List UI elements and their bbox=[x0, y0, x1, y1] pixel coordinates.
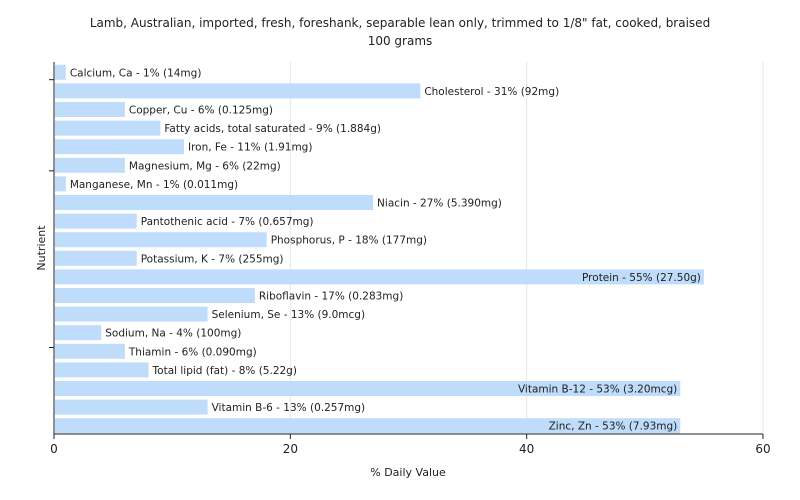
x-tick-label: 40 bbox=[519, 442, 534, 456]
x-tick-label: 0 bbox=[50, 442, 58, 456]
bar-label: Pantothenic acid - 7% (0.657mg) bbox=[141, 216, 314, 228]
gridlines bbox=[289, 62, 764, 434]
bar-label: Magnesium, Mg - 6% (22mg) bbox=[129, 160, 281, 172]
bar-label: Cholesterol - 31% (92mg) bbox=[424, 86, 559, 98]
x-tick-label: 60 bbox=[755, 442, 770, 456]
bar bbox=[55, 213, 137, 229]
bar-label: Vitamin B-6 - 13% (0.257mg) bbox=[212, 402, 366, 414]
bar bbox=[55, 250, 137, 266]
bar bbox=[55, 139, 184, 155]
bar bbox=[55, 288, 255, 303]
bar-label: Fatty acids, total saturated - 9% (1.884… bbox=[164, 123, 381, 135]
bar bbox=[55, 232, 267, 248]
chart-title: Lamb, Australian, imported, fresh, fores… bbox=[90, 16, 710, 30]
bars-group bbox=[55, 64, 704, 434]
bar-label: Sodium, Na - 4% (100mg) bbox=[105, 328, 241, 340]
x-axis-ticks: 0 20 40 60 bbox=[50, 434, 771, 456]
bar-label: Protein - 55% (27.50g) bbox=[582, 272, 701, 284]
bar-label: Selenium, Se - 13% (9.0mcg) bbox=[212, 309, 365, 321]
bar-label: Thiamin - 6% (0.090mg) bbox=[128, 346, 257, 358]
y-axis-ticks bbox=[49, 79, 54, 349]
bar-label: Copper, Cu - 6% (0.125mg) bbox=[129, 105, 273, 117]
bar bbox=[55, 399, 208, 415]
bar-label: Manganese, Mn - 1% (0.011mg) bbox=[70, 179, 238, 191]
y-axis-title: Nutrient bbox=[35, 225, 48, 271]
bar bbox=[55, 64, 66, 80]
bar-label: Zinc, Zn - 53% (7.93mg) bbox=[549, 421, 678, 433]
bar-label: Riboflavin - 17% (0.283mg) bbox=[259, 291, 403, 303]
bar bbox=[55, 343, 125, 359]
bar-label: Total lipid (fat) - 8% (5.22g) bbox=[152, 365, 297, 377]
bar bbox=[55, 176, 66, 192]
bar-label: Iron, Fe - 11% (1.91mg) bbox=[188, 142, 312, 154]
chart-subtitle: 100 grams bbox=[368, 34, 433, 48]
bar bbox=[55, 269, 704, 285]
bar bbox=[55, 120, 161, 136]
bar bbox=[55, 195, 374, 210]
bar-label: Vitamin B-12 - 53% (3.20mcg) bbox=[518, 384, 677, 396]
bar-label: Phosphorus, P - 18% (177mg) bbox=[271, 235, 427, 247]
bar-label: Niacin - 27% (5.390mg) bbox=[377, 198, 502, 210]
bar bbox=[55, 325, 102, 341]
bar bbox=[55, 157, 125, 173]
bar bbox=[55, 381, 681, 396]
bar bbox=[55, 83, 421, 99]
bar-labels-group: Calcium, Ca - 1% (14mg) Cholesterol - 31%… bbox=[70, 67, 701, 432]
x-axis-title: % Daily Value bbox=[370, 466, 446, 479]
x-tick-label: 20 bbox=[283, 442, 298, 456]
bar bbox=[55, 418, 681, 434]
bar-label: Calcium, Ca - 1% (14mg) bbox=[70, 67, 202, 79]
bar-label: Potassium, K - 7% (255mg) bbox=[141, 253, 284, 265]
bar bbox=[55, 102, 125, 117]
bar bbox=[55, 306, 208, 322]
bar bbox=[55, 362, 149, 378]
